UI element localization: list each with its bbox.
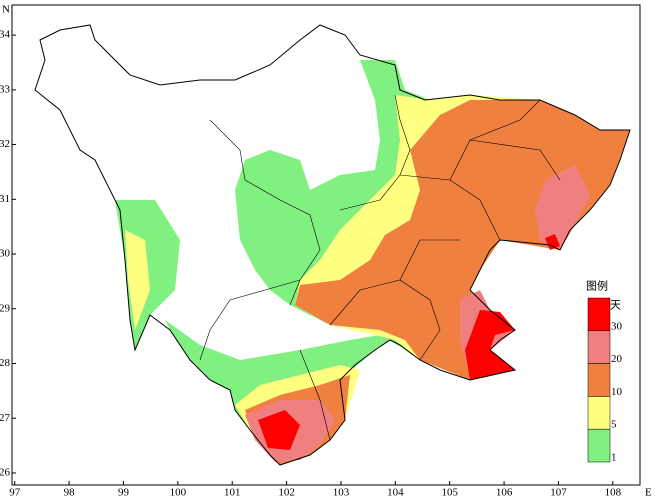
orange-zone (295, 100, 630, 380)
x-tick-label: 106 (496, 487, 513, 499)
legend-swatch (587, 363, 611, 397)
legend-unit: 天 (610, 300, 621, 312)
y-tick-label: 29 (0, 302, 11, 314)
y-tick-label: 34 (0, 29, 11, 41)
province-outline (34, 24, 631, 466)
y-tick-label: 32 (0, 138, 10, 150)
legend-swatch (587, 297, 611, 332)
legend-swatch (587, 330, 611, 364)
legend-label: 1 (611, 452, 617, 464)
x-tick-label: 107 (550, 487, 567, 499)
x-tick-label: 101 (224, 487, 241, 499)
county-borders (199, 94, 561, 441)
x-tick-label: 99 (118, 487, 130, 499)
legend-label: 10 (611, 386, 623, 398)
legend-label: 5 (611, 419, 617, 431)
y-tick-label: 31 (0, 193, 10, 205)
y-tick-label: 27 (0, 412, 11, 424)
red-south (258, 410, 300, 450)
red-small (545, 234, 560, 250)
x-tick-label: 100 (170, 487, 187, 499)
y-tick-label: 26 (0, 466, 11, 478)
pink-east (535, 165, 590, 250)
x-tick-label: 105 (441, 487, 458, 499)
x-tick-label: 98 (64, 487, 76, 499)
x-tick-label: 104 (387, 487, 404, 499)
y-tick-label: 30 (0, 248, 11, 260)
yellow-west (125, 230, 150, 330)
x-axis-label: E (645, 487, 652, 499)
legend-swatch (587, 396, 611, 430)
x-tick-label: 97 (9, 487, 21, 499)
y-axis-label: N (2, 4, 10, 16)
y-tick-label: 28 (0, 357, 11, 369)
legend-label: 20 (611, 353, 623, 365)
x-tick-label: 103 (333, 487, 350, 499)
legend-swatch (587, 428, 611, 463)
x-tick-label: 108 (605, 487, 622, 499)
legend-label: 30 (611, 320, 623, 332)
red-east (465, 310, 515, 380)
x-tick-label: 102 (278, 487, 295, 499)
y-tick-label: 33 (0, 83, 11, 95)
legend-title: 图例 (586, 279, 608, 293)
